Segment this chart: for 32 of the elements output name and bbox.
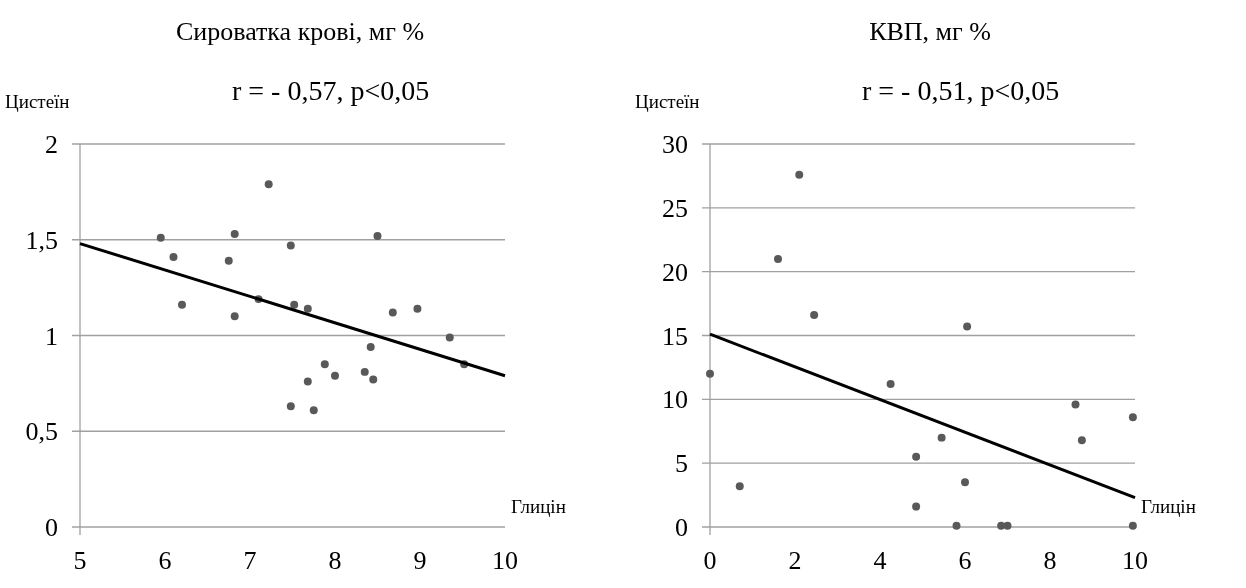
x-tick-label: 2 [788,546,802,575]
x-axis-title: Глицін [511,496,566,517]
x-tick-label: 8 [1043,546,1057,575]
y-tick-label: 25 [662,193,688,223]
y-tick-label: 10 [662,385,688,415]
y-tick-label: 30 [662,130,688,159]
x-tick-label: 0 [703,546,717,575]
y-tick-label: 1,5 [25,225,58,255]
y-axis-title: Цистеїн [635,91,700,112]
x-tick-label: 9 [413,546,427,575]
x-tick-label: 6 [158,546,172,575]
y-tick-label: 5 [675,449,688,479]
x-tick-label: 5 [73,546,87,575]
y-tick-label: 2 [45,130,58,159]
x-tick-label: 10 [1122,546,1148,575]
x-tick-label: 6 [958,546,972,575]
text: r = - 0,51, p<0,05 [862,75,1060,106]
y-tick-label: 0 [675,513,688,542]
y-tick-label: 0 [45,513,58,542]
x-axis-title: Глицін [1141,496,1196,517]
x-tick-label: 4 [873,546,887,575]
y-tick-label: 20 [662,257,688,287]
y-tick-label: 0,5 [25,417,58,447]
x-tick-label: 10 [492,546,518,575]
chart-title: КВП, мг % [869,17,991,46]
y-axis-title: Цистеїн [5,91,70,112]
text: r = - 0,57, p<0,05 [232,75,430,106]
y-tick-label: 1 [45,321,58,351]
y-tick-label: 15 [662,321,688,351]
x-tick-label: 8 [328,546,342,575]
chart-title: Сироватка крові, мг % [175,17,425,46]
x-tick-label: 7 [243,546,257,575]
